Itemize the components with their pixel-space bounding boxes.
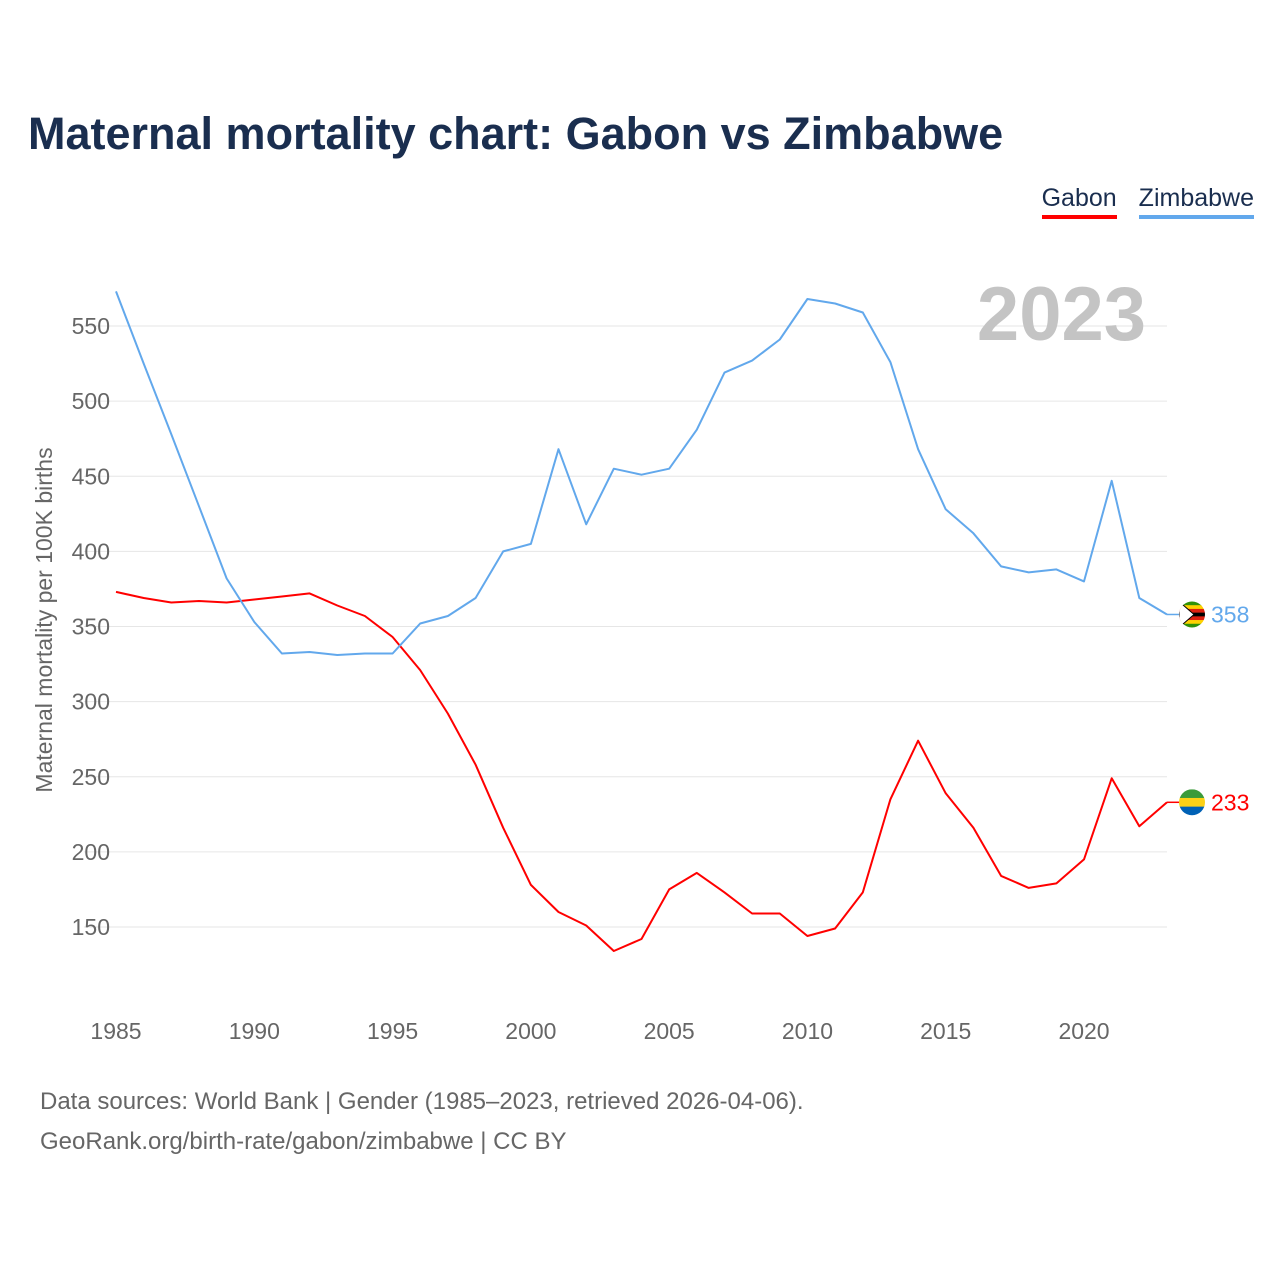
- legend: Gabon Zimbabwe: [1041, 184, 1254, 219]
- flag-stripe: [1179, 620, 1205, 625]
- x-tick-label: 1985: [90, 1018, 141, 1044]
- y-tick-label: 150: [72, 914, 110, 940]
- y-tick-label: 200: [72, 839, 110, 865]
- x-tick-label: 1995: [367, 1018, 418, 1044]
- y-axis-label: Maternal mortality per 100K births: [31, 447, 57, 792]
- flag-stripe: [1179, 605, 1205, 610]
- x-tick-label: 1990: [229, 1018, 280, 1044]
- end-value-label-gabon: 233: [1211, 789, 1249, 815]
- y-tick-label: 400: [72, 538, 110, 564]
- x-tick-label: 2020: [1058, 1018, 1109, 1044]
- x-tick-label: 2010: [782, 1018, 833, 1044]
- y-tick-label: 250: [72, 764, 110, 790]
- zimbabwe-flag-icon: [1179, 601, 1205, 628]
- y-tick-label: 350: [72, 614, 110, 640]
- footer-source: Data sources: World Bank | Gender (1985–…: [40, 1088, 804, 1115]
- footer-link[interactable]: GeoRank.org/birth-rate/gabon/zimbabwe | …: [40, 1128, 567, 1155]
- flag-stripe: [1179, 623, 1205, 628]
- x-tick-label: 2000: [505, 1018, 556, 1044]
- flag-triangle: [1179, 601, 1195, 628]
- gabon-flag-icon: [1179, 789, 1205, 816]
- flag-stripe: [1179, 601, 1205, 606]
- y-tick-label: 550: [72, 313, 110, 339]
- series-line-zimbabwe: [115, 291, 1168, 656]
- flag-stripe: [1179, 608, 1205, 613]
- flag-stripe: [1179, 797, 1205, 807]
- y-tick-label: 300: [72, 689, 110, 715]
- y-tick-label: 450: [72, 463, 110, 489]
- legend-gabon[interactable]: Gabon: [1041, 184, 1117, 219]
- x-tick-label: 2015: [920, 1018, 971, 1044]
- flag-stripe: [1179, 616, 1205, 621]
- end-value-label-zimbabwe: 358: [1211, 601, 1249, 627]
- flag-stripe: [1179, 806, 1205, 816]
- y-tick-label: 500: [72, 388, 110, 414]
- series-line-gabon: [115, 590, 1168, 952]
- year-watermark: 2023: [977, 272, 1146, 357]
- legend-zimbabwe[interactable]: Zimbabwe: [1138, 184, 1254, 219]
- x-tick-label: 2005: [644, 1018, 695, 1044]
- chart-title: Maternal mortality chart: Gabon vs Zimba…: [28, 108, 1004, 159]
- flag-stripe: [1179, 789, 1205, 799]
